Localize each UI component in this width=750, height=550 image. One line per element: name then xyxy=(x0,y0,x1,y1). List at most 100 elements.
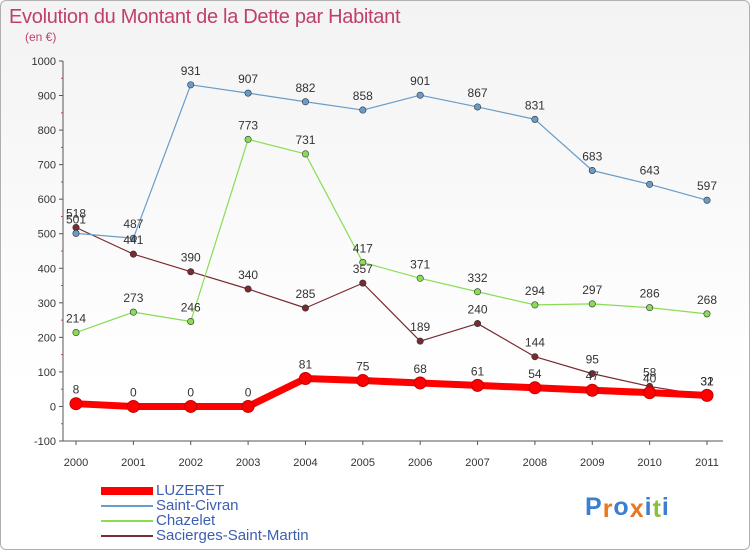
data-label: 81 xyxy=(299,357,313,371)
data-label: 0 xyxy=(130,385,137,399)
data-label: 731 xyxy=(295,133,315,147)
data-point xyxy=(72,329,80,337)
data-label: 297 xyxy=(582,283,602,297)
data-point xyxy=(244,135,252,143)
data-point xyxy=(588,370,596,378)
data-point xyxy=(643,386,657,400)
data-point xyxy=(531,353,539,361)
legend-item: Chazelet xyxy=(101,513,309,528)
legend-item: Sacierges-Saint-Martin xyxy=(101,528,309,543)
data-point xyxy=(129,234,137,242)
data-label: 240 xyxy=(468,303,488,317)
data-point xyxy=(646,180,654,188)
y-tick-label: 100 xyxy=(38,367,56,379)
data-point xyxy=(298,371,312,385)
data-point xyxy=(129,250,137,258)
logo-letter: i xyxy=(661,493,670,521)
logo-letter: o xyxy=(613,493,630,521)
series-line-chazelet xyxy=(75,138,708,334)
data-point xyxy=(528,381,542,395)
y-tick-label: -100 xyxy=(34,436,56,448)
y-tick-label: 900 xyxy=(38,91,56,103)
data-label: 332 xyxy=(468,271,488,285)
data-label: 518 xyxy=(66,207,86,221)
chart-legend: LUZERET Saint-Civran Chazelet Sacierges-Sai… xyxy=(101,483,309,543)
data-point xyxy=(359,106,367,114)
legend-swatch xyxy=(101,504,153,507)
data-point xyxy=(585,383,599,397)
data-label: 8 xyxy=(73,383,80,397)
data-point xyxy=(359,279,367,287)
data-point xyxy=(244,285,252,293)
data-point xyxy=(703,310,711,318)
data-point xyxy=(474,320,482,328)
data-point xyxy=(126,399,140,413)
data-label: 68 xyxy=(414,362,428,376)
data-point xyxy=(301,98,309,106)
legend-swatch xyxy=(101,519,153,522)
data-label: 931 xyxy=(181,64,201,78)
data-label: 831 xyxy=(525,98,545,112)
legend-label: Sacierges-Saint-Martin xyxy=(156,527,309,544)
data-point xyxy=(72,229,80,237)
data-point xyxy=(184,399,198,413)
y-tick-label: 300 xyxy=(38,298,56,310)
chart-title: Evolution du Montant de la Dette par Hab… xyxy=(9,6,401,28)
data-label: 882 xyxy=(295,81,315,95)
y-tick-label: 0 xyxy=(50,401,56,413)
data-point xyxy=(531,301,539,309)
data-label: 31 xyxy=(700,375,714,389)
x-tick-label: 2011 xyxy=(695,457,719,469)
data-label: 390 xyxy=(181,251,201,265)
data-label: 58 xyxy=(643,365,657,379)
y-tick-label: 600 xyxy=(38,194,56,206)
legend-label: LUZERET xyxy=(156,482,225,499)
data-label: 214 xyxy=(66,312,86,326)
data-label: 268 xyxy=(697,293,717,307)
data-label: 907 xyxy=(238,72,258,86)
legend-swatch xyxy=(101,534,153,537)
logo-letter: i xyxy=(644,493,653,521)
data-label: 357 xyxy=(353,262,373,276)
data-point xyxy=(531,115,539,123)
data-point xyxy=(356,374,370,388)
x-tick-label: 2008 xyxy=(523,457,547,469)
data-label: 340 xyxy=(238,268,258,282)
data-point xyxy=(301,150,309,158)
y-tick-label: 700 xyxy=(38,160,56,172)
x-tick-label: 2002 xyxy=(178,457,202,469)
data-point xyxy=(416,274,424,282)
data-point xyxy=(703,196,711,204)
data-label: 32 xyxy=(700,374,714,388)
data-point xyxy=(646,304,654,312)
series-line-luzeret xyxy=(72,374,711,410)
data-label: 273 xyxy=(123,291,143,305)
data-label: 75 xyxy=(356,360,370,374)
x-tick-label: 2005 xyxy=(351,457,375,469)
series-line-saint-civran xyxy=(75,84,708,239)
y-tick-label: 800 xyxy=(38,125,56,137)
data-label: 0 xyxy=(245,385,252,399)
data-label: 773 xyxy=(238,118,258,132)
data-label: 0 xyxy=(187,385,194,399)
data-label: 441 xyxy=(123,233,143,247)
proxiti-logo: Proxiti xyxy=(585,493,670,523)
data-point xyxy=(301,304,309,312)
data-point xyxy=(700,388,714,402)
data-point xyxy=(588,167,596,175)
x-tick-label: 2004 xyxy=(293,457,317,469)
legend-swatch xyxy=(101,486,153,495)
data-label: 643 xyxy=(640,163,660,177)
x-tick-label: 2006 xyxy=(408,457,432,469)
data-point xyxy=(416,91,424,99)
data-label: 683 xyxy=(582,150,602,164)
data-point xyxy=(187,81,195,89)
chart-unit: (en €) xyxy=(25,30,57,44)
data-label: 417 xyxy=(353,241,373,255)
y-tick-label: 200 xyxy=(38,332,56,344)
x-tick-label: 2000 xyxy=(64,457,88,469)
x-tick-label: 2010 xyxy=(637,457,661,469)
legend-label: Saint-Civran xyxy=(156,497,239,514)
x-tick-label: 2001 xyxy=(121,457,145,469)
